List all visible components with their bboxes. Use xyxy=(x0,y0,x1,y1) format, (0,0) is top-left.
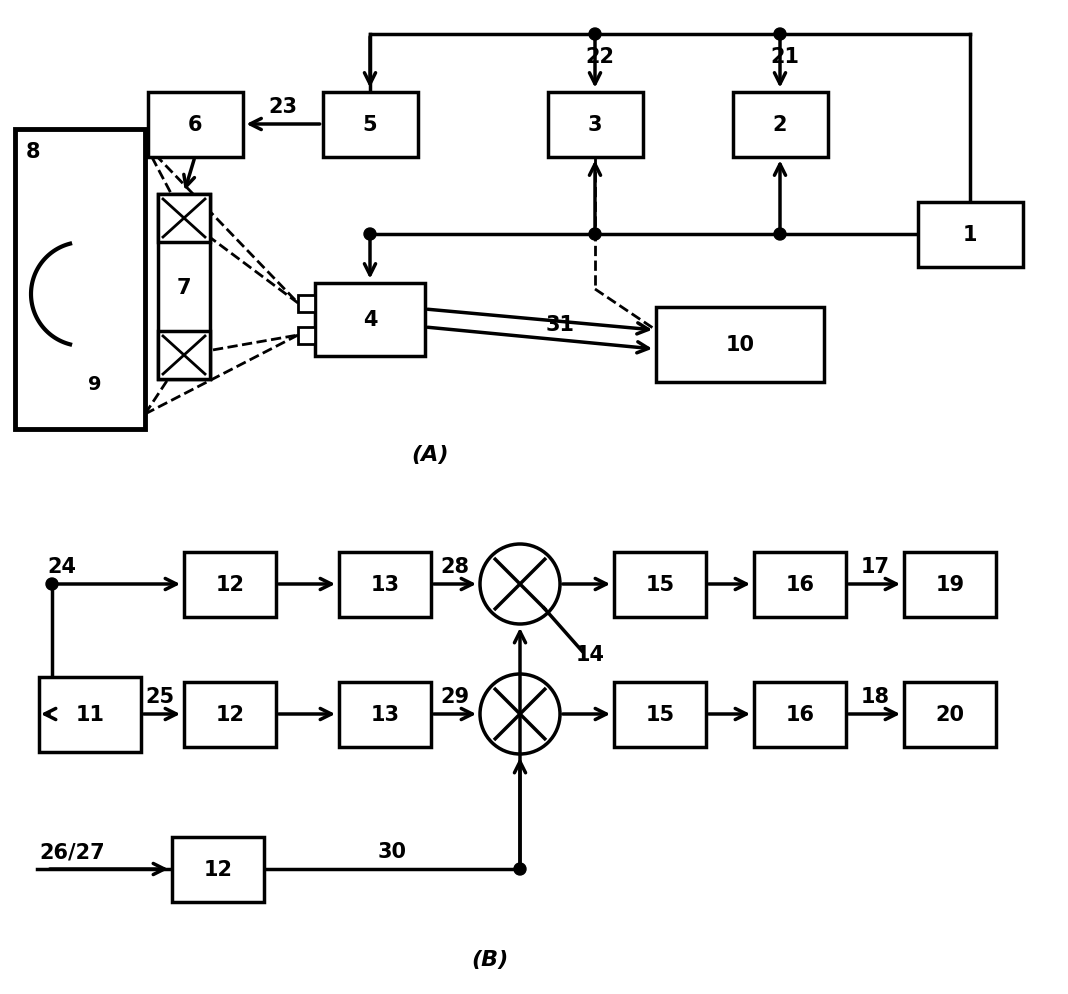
Bar xyxy=(614,552,706,617)
Bar xyxy=(754,682,846,746)
Bar xyxy=(15,130,145,429)
Bar xyxy=(656,307,824,382)
Circle shape xyxy=(514,863,527,875)
Circle shape xyxy=(364,229,376,241)
Bar xyxy=(40,677,141,751)
Text: 12: 12 xyxy=(216,575,245,594)
Text: 12: 12 xyxy=(204,859,233,879)
Bar xyxy=(315,283,425,356)
Text: 1: 1 xyxy=(962,225,977,245)
Bar xyxy=(158,195,210,380)
Text: 19: 19 xyxy=(936,575,964,594)
Text: 5: 5 xyxy=(363,115,377,135)
Text: (B): (B) xyxy=(471,949,508,969)
Bar xyxy=(339,682,431,746)
Circle shape xyxy=(46,579,58,590)
Bar xyxy=(614,682,706,746)
Circle shape xyxy=(588,229,601,241)
Text: 21: 21 xyxy=(770,47,800,67)
Text: (A): (A) xyxy=(411,444,449,464)
Bar xyxy=(323,92,418,157)
Text: 22: 22 xyxy=(585,47,614,67)
Bar xyxy=(184,682,276,746)
Text: 6: 6 xyxy=(188,115,202,135)
Bar xyxy=(184,552,276,617)
Text: 23: 23 xyxy=(268,96,297,117)
Text: 13: 13 xyxy=(371,575,399,594)
Bar xyxy=(172,837,264,902)
Text: 8: 8 xyxy=(26,142,41,162)
Text: 24: 24 xyxy=(47,557,77,577)
Bar xyxy=(548,92,643,157)
Text: 17: 17 xyxy=(861,557,890,577)
Bar xyxy=(147,92,242,157)
Text: 3: 3 xyxy=(587,115,602,135)
Text: 25: 25 xyxy=(145,686,174,707)
Bar xyxy=(158,332,210,380)
Text: 20: 20 xyxy=(936,705,964,725)
Text: 26/27: 26/27 xyxy=(40,841,105,861)
Text: 14: 14 xyxy=(576,644,604,664)
Text: 13: 13 xyxy=(371,705,399,725)
Text: 31: 31 xyxy=(546,315,575,335)
Text: 16: 16 xyxy=(785,575,815,594)
Text: 2: 2 xyxy=(773,115,787,135)
Text: 9: 9 xyxy=(89,375,101,394)
Text: 30: 30 xyxy=(377,841,407,861)
Text: 10: 10 xyxy=(725,335,754,355)
Text: 29: 29 xyxy=(440,686,470,707)
Bar xyxy=(733,92,828,157)
Circle shape xyxy=(480,674,560,754)
Bar xyxy=(158,195,210,243)
Text: 7: 7 xyxy=(176,277,191,297)
Text: 16: 16 xyxy=(785,705,815,725)
Bar xyxy=(917,203,1022,267)
Bar xyxy=(298,327,315,344)
Bar xyxy=(904,552,996,617)
Circle shape xyxy=(774,29,786,41)
Text: 11: 11 xyxy=(76,705,105,725)
Text: 4: 4 xyxy=(363,310,377,330)
Circle shape xyxy=(774,229,786,241)
Text: 15: 15 xyxy=(645,575,675,594)
Circle shape xyxy=(480,545,560,624)
Bar xyxy=(298,295,315,312)
Bar xyxy=(904,682,996,746)
Text: 15: 15 xyxy=(645,705,675,725)
Circle shape xyxy=(588,29,601,41)
Text: 18: 18 xyxy=(861,686,890,707)
Bar xyxy=(339,552,431,617)
Bar xyxy=(754,552,846,617)
Text: 12: 12 xyxy=(216,705,245,725)
Text: 28: 28 xyxy=(440,557,470,577)
